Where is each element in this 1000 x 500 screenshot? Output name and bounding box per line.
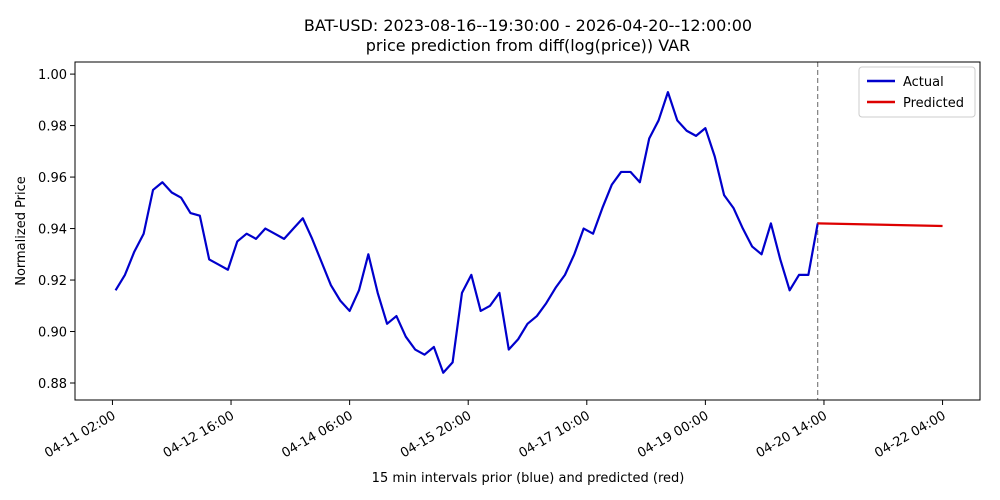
chart-subtitle: price prediction from diff(log(price)) V… [366,36,690,55]
x-tick-label: 04-22 04:00 [872,408,948,461]
y-tick-label: 0.92 [38,274,67,289]
x-tick-label: 04-11 02:00 [42,408,118,461]
y-tick-label: 0.90 [38,326,67,341]
x-tick-label: 04-20 14:00 [754,408,830,461]
y-axis-label: Normalized Price [14,176,29,286]
y-tick-label: 0.88 [38,377,67,392]
chart-title: BAT-USD: 2023-08-16--19:30:00 - 2026-04-… [304,16,752,35]
series-line [817,222,943,228]
y-tick-label: 0.98 [38,120,67,135]
legend-label: Predicted [903,96,964,111]
x-tick-label: 04-12 16:00 [161,408,237,461]
x-tick-label: 04-15 20:00 [398,408,474,461]
y-tick-label: 1.00 [38,68,67,83]
series-line [114,91,819,374]
y-tick-label: 0.94 [38,223,67,238]
x-axis-label: 15 min intervals prior (blue) and predic… [372,471,685,486]
plot-frame [74,61,981,401]
legend-label: Actual [903,75,944,90]
legend-box [858,66,976,118]
x-tick-label: 04-17 10:00 [517,408,593,461]
x-tick-label: 04-19 00:00 [635,408,711,461]
y-tick-label: 0.96 [38,171,67,186]
x-tick-label: 04-14 06:00 [279,408,355,461]
